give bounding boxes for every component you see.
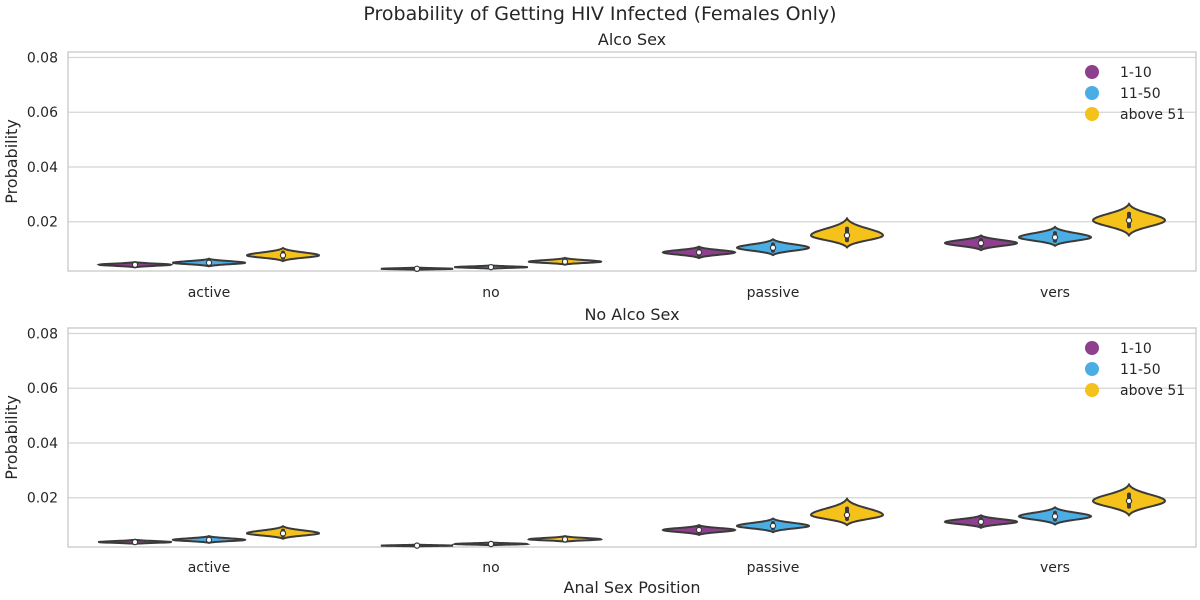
violin-median <box>1051 234 1059 241</box>
legend-marker <box>1085 65 1099 79</box>
x-tick-label: no <box>482 560 499 576</box>
violin-median <box>487 540 495 548</box>
plot-frame <box>67 51 1197 272</box>
violin-median <box>205 259 213 266</box>
violin-vers-above-51 <box>1092 482 1166 517</box>
violin-median <box>769 522 777 530</box>
violin-median <box>131 538 139 546</box>
x-tick-label: active <box>188 285 231 301</box>
violin-no-11-50 <box>454 263 528 271</box>
panel-title: Alco Sex <box>598 30 666 49</box>
y-tick-label: 0.02 <box>27 215 58 231</box>
x-tick-label: no <box>482 285 499 301</box>
y-tick-label: 0.02 <box>27 491 58 507</box>
legend-label: 1-10 <box>1120 65 1152 81</box>
plot-frame <box>67 327 1197 548</box>
violin-no-1-10 <box>380 265 454 273</box>
y-tick-label: 0.08 <box>27 50 58 66</box>
y-axis-label: Probability <box>2 119 21 204</box>
legend-label: 11-50 <box>1120 86 1161 102</box>
panel-1: 0.02 0.04 0.06 0.08 Alco Sex Probability activ… <box>2 30 1197 301</box>
x-tick-label: active <box>188 560 231 576</box>
legend-marker <box>1085 86 1099 100</box>
violin-vers-11-50 <box>1017 225 1093 248</box>
y-tick-label: 0.06 <box>27 105 58 121</box>
violin-median <box>279 252 287 259</box>
x-tick-label: vers <box>1040 560 1070 576</box>
x-tick-label: vers <box>1040 285 1070 301</box>
x-tick-label: passive <box>747 285 800 301</box>
y-tick-label: 0.04 <box>27 160 58 176</box>
legend-marker <box>1085 341 1099 355</box>
violin-median <box>205 536 213 544</box>
violin-no-11-50 <box>451 540 531 548</box>
violin-median <box>1125 497 1133 505</box>
violin-no-above-51 <box>527 256 603 266</box>
chart-title: Probability of Getting HIV Infected (Fem… <box>363 3 836 25</box>
violin-no-above-51 <box>527 535 603 543</box>
violin-median <box>413 265 421 273</box>
violin-no-1-10 <box>380 542 454 549</box>
violin-active-above-51 <box>245 246 321 263</box>
violin-passive-1-10 <box>661 245 737 260</box>
violin-median <box>413 542 421 549</box>
violin-vers-above-51 <box>1091 202 1167 238</box>
panel-2: 0.02 0.04 0.06 0.08 No Alco Sex Probability ac… <box>2 305 1197 576</box>
violin-passive-1-10 <box>661 524 737 537</box>
violin-passive-above-51 <box>810 497 884 527</box>
violin-vers-1-10 <box>943 514 1019 529</box>
legend-marker <box>1085 383 1099 397</box>
legend: 1-10 11-50 above 51 <box>1085 65 1185 123</box>
violin-vers-11-50 <box>1017 506 1093 526</box>
violin-median <box>695 249 703 256</box>
violin-median <box>695 526 703 534</box>
y-axis-label: Probability <box>2 395 21 480</box>
y-tick-label: 0.08 <box>27 326 58 342</box>
violin-median <box>843 511 851 519</box>
violin-median <box>279 530 287 537</box>
violin-median <box>487 263 495 271</box>
violin-vers-1-10 <box>943 234 1019 252</box>
legend-marker <box>1085 107 1099 121</box>
violin-median <box>843 232 851 239</box>
violin-passive-above-51 <box>809 216 885 249</box>
violin-active-1-10 <box>97 538 173 546</box>
violin-median <box>131 261 139 268</box>
violin-active-above-51 <box>245 525 321 540</box>
legend-marker <box>1085 362 1099 376</box>
legend-label: above 51 <box>1120 107 1185 123</box>
legend-label: 1-10 <box>1120 341 1152 357</box>
violin-median <box>769 244 777 251</box>
x-axis-label: Anal Sex Position <box>564 578 701 597</box>
violin-median <box>1051 513 1059 520</box>
violin-active-1-10 <box>96 260 174 269</box>
panels: 0.02 0.04 0.06 0.08 Alco Sex Probability activ… <box>2 30 1197 576</box>
violin-active-11-50 <box>171 534 247 544</box>
y-tick-label: 0.04 <box>27 436 58 452</box>
violin-active-11-50 <box>171 257 247 268</box>
legend: 1-10 11-50 above 51 <box>1085 341 1185 399</box>
violin-median <box>1125 217 1133 224</box>
violin-passive-11-50 <box>736 517 810 534</box>
y-tick-label: 0.06 <box>27 381 58 397</box>
legend-label: 11-50 <box>1120 362 1161 378</box>
violin-median <box>977 239 985 247</box>
violin-median <box>561 536 569 543</box>
violin-passive-11-50 <box>735 238 811 257</box>
legend-label: above 51 <box>1120 383 1185 399</box>
x-tick-label: passive <box>747 560 800 576</box>
violin-median <box>561 258 569 265</box>
panel-title: No Alco Sex <box>584 305 679 324</box>
violin-median <box>977 518 985 526</box>
